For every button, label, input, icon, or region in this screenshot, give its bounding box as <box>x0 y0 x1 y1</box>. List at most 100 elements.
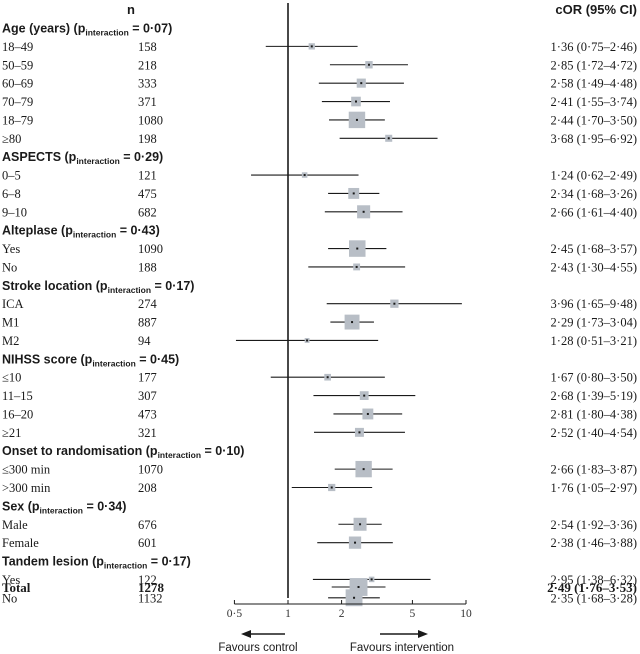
row-estimate: 3·96 (1·65–9·48) <box>551 297 637 311</box>
row-g4-3-estimate-point <box>358 431 361 434</box>
row-g3-2-estimate-point <box>306 339 309 342</box>
row-g2-1-marker <box>308 263 406 271</box>
total-n: 1278 <box>138 580 165 595</box>
row-estimate: 2·58 (1·49–4·48) <box>551 77 637 91</box>
x-tick-label: 2 <box>339 608 345 620</box>
row-g5-1-estimate-point <box>330 486 333 489</box>
row-n: 94 <box>138 334 151 348</box>
row-g1-2-estimate-point <box>362 210 365 213</box>
row-label: ≤10 <box>2 371 21 385</box>
row-label: 70–79 <box>2 95 33 109</box>
row-n: 887 <box>138 316 157 330</box>
row-label: Female <box>2 536 39 550</box>
row-n: 333 <box>138 77 157 91</box>
x-tick-label: 5 <box>410 608 416 620</box>
row-g3-2-marker <box>235 338 379 343</box>
row-g4-2-marker <box>333 408 403 420</box>
group-heading: Onset to randomisation (pinteraction = 0… <box>2 444 244 460</box>
row-estimate: 2·45 (1·68–3·57) <box>551 242 637 256</box>
row-n: 121 <box>138 169 157 183</box>
row-g0-0-marker <box>265 43 358 50</box>
row-g2-0-marker <box>328 240 387 257</box>
row-estimate: 1·24 (0·62–2·49) <box>551 169 637 183</box>
row-label: 60–69 <box>2 77 33 91</box>
x-tick-label: 10 <box>460 608 472 620</box>
row-n: 371 <box>138 95 157 109</box>
row-n: 475 <box>138 187 157 201</box>
row-label: M2 <box>2 334 19 348</box>
row-estimate: 1·67 (0·80–3·50) <box>551 371 637 385</box>
group-heading: Age (years) (pinteraction = 0·07) <box>2 22 172 38</box>
row-n: 177 <box>138 371 157 385</box>
favours-control-label: Favours control <box>218 642 297 654</box>
right-arrow-icon <box>418 630 428 638</box>
row-g7-0-marker <box>312 576 431 583</box>
row-label: 0–5 <box>2 169 21 183</box>
row-g0-5-estimate-point <box>387 137 390 140</box>
row-estimate: 1·76 (1·05–2·97) <box>551 481 637 495</box>
row-label: 9–10 <box>2 205 27 219</box>
row-label: >300 min <box>2 481 51 495</box>
row-label: Yes <box>2 242 20 256</box>
row-n: 188 <box>138 260 157 274</box>
row-g0-4-marker <box>329 111 385 129</box>
row-g0-1-marker <box>329 61 408 69</box>
row-g0-3-marker <box>321 96 390 107</box>
row-g6-1-estimate-point <box>354 541 357 544</box>
row-estimate: 1·28 (0·51–3·21) <box>551 334 637 348</box>
row-g4-1-marker <box>313 391 416 400</box>
total-estimate: 2·49 (1·76–3·53) <box>547 580 637 595</box>
row-n: 218 <box>138 58 157 72</box>
row-n: 1070 <box>138 463 163 477</box>
row-g3-0-marker <box>326 299 462 308</box>
row-g3-1-marker <box>330 314 374 330</box>
row-g2-0-estimate-point <box>356 247 359 250</box>
group-heading: NIHSS score (pinteraction = 0·45) <box>2 352 179 368</box>
group-heading: ASPECTS (pinteraction = 0·29) <box>2 150 163 166</box>
row-n: 682 <box>138 205 157 219</box>
row-n: 208 <box>138 481 157 495</box>
row-estimate: 2·44 (1·70–3·50) <box>551 113 637 127</box>
row-g0-1-estimate-point <box>367 63 370 66</box>
row-g5-0-marker <box>334 460 393 478</box>
total-marker <box>331 578 386 596</box>
n-column-header: n <box>127 2 135 17</box>
row-g4-0-marker <box>270 373 385 381</box>
row-n: 601 <box>138 536 157 550</box>
row-estimate: 2·29 (1·73–3·04) <box>551 316 637 330</box>
row-estimate: 2·68 (1·39–5·19) <box>551 389 637 403</box>
group-heading: Stroke location (pinteraction = 0·17) <box>2 279 194 295</box>
row-g2-1-estimate-point <box>355 265 358 268</box>
forest-rows: Age (years) (pinteraction = 0·07) 18–49 15… <box>2 22 637 607</box>
row-n: 1090 <box>138 242 163 256</box>
x-axis: 0·5 1 2 5 10 <box>227 600 472 620</box>
row-g0-0-estimate-point <box>310 45 313 48</box>
row-g5-0-estimate-point <box>362 468 365 471</box>
row-g6-0-estimate-point <box>359 523 362 526</box>
row-label: 18–49 <box>2 40 33 54</box>
row-g5-1-marker <box>291 483 373 492</box>
row-estimate: 2·35 (1·68–3·28) <box>551 591 637 605</box>
row-g0-3-estimate-point <box>354 100 357 103</box>
row-n: 1080 <box>138 113 163 127</box>
row-estimate: 2·34 (1·68–3·26) <box>551 187 637 201</box>
row-label: Yes <box>2 573 20 587</box>
row-g0-2-marker <box>318 78 404 88</box>
total-label: Total <box>2 580 31 595</box>
row-label: 6–8 <box>2 187 21 201</box>
row-g0-2-estimate-point <box>360 82 363 85</box>
row-estimate: 2·81 (1·80–4·38) <box>551 407 637 421</box>
row-label: ICA <box>2 297 24 311</box>
row-label: No <box>2 591 17 605</box>
row-g7-0-estimate-point <box>370 578 373 581</box>
row-n: 158 <box>138 40 157 54</box>
row-g1-1-marker <box>328 187 380 199</box>
row-g6-1-marker <box>317 536 393 549</box>
row-label: No <box>2 260 17 274</box>
row-g4-1-estimate-point <box>363 394 366 397</box>
row-label: M1 <box>2 316 19 330</box>
row-label: 16–20 <box>2 407 33 421</box>
row-g0-5-marker <box>339 134 438 142</box>
row-estimate: 2·66 (1·61–4·40) <box>551 205 637 219</box>
